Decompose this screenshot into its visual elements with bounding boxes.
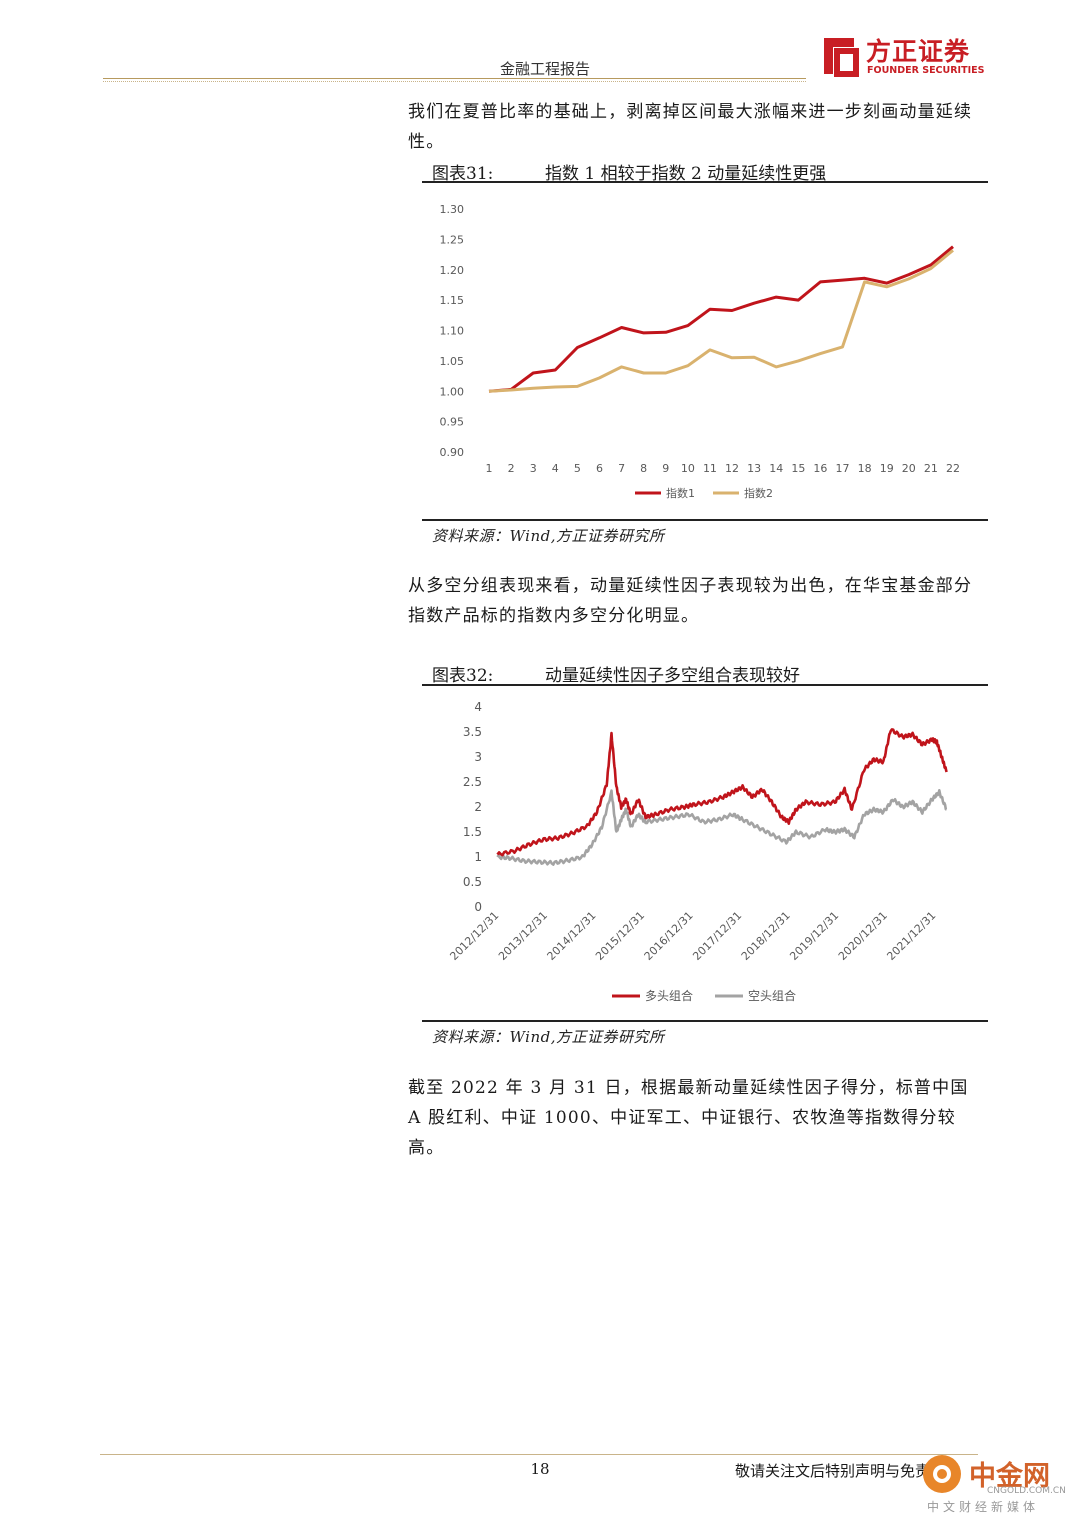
figure32-legend-label-2: 空头组合 [748,988,796,1003]
figure31-x-tick: 22 [946,462,960,475]
figure31-y-tick: 1.05 [440,355,465,368]
figure32-y-tick: 0.5 [463,875,482,889]
paragraph-2: 从多空分组表现来看，动量延续性因子表现较为出色，在华宝基金部分指数产品标的指数内… [408,576,973,626]
header-divider [103,78,806,79]
figure32-legend-label-1: 多头组合 [645,988,693,1003]
figure31-x-tick: 19 [880,462,894,475]
figure32-x-tick: 2019/12/31 [787,909,841,963]
figure32-y-tick: 1 [474,850,482,864]
founder-logo-icon [824,38,859,77]
cngold-watermark: 中金网 CNGOLD.COM.CN 中文财经新媒体 [915,1452,1075,1522]
figure32-y-tick: 2.5 [463,775,482,789]
founder-securities-logo: 方正证券 FOUNDER SECURITIES [820,32,990,80]
figure32-x-tick: 2016/12/31 [642,909,696,963]
figure32-series-line-1 [496,728,948,857]
figure31-x-tick: 4 [552,462,559,475]
figure31-x-tick: 5 [574,462,581,475]
paragraph-3: 截至 2022 年 3 月 31 日，根据最新动量延续性因子得分，标普中国 A … [408,1078,969,1158]
figure31-x-tick: 13 [747,462,761,475]
figure32-y-tick: 3 [474,750,482,764]
figure31-title-row: 图表31: 指数 1 相较于指数 2 动量延续性更强 [432,159,972,184]
figure32-top-rule [422,684,988,686]
figure31-x-tick: 8 [640,462,647,475]
figure32-title-row: 图表32: 动量延续性因子多空组合表现较好 [432,661,972,686]
figure31-x-tick: 16 [813,462,827,475]
figure32-x-tick: 2017/12/31 [690,909,744,963]
figure32-y-tick: 3.5 [463,725,482,739]
figure32-x-tick: 2014/12/31 [545,909,599,963]
figure31-series-line-2 [488,249,954,393]
figure32-x-tick: 2015/12/31 [593,909,647,963]
figure31-label: 图表31: [432,164,494,184]
figure31-y-tick: 1.00 [440,385,465,398]
figure32-x-tick: 2020/12/31 [836,909,890,963]
figure31-x-tick: 9 [662,462,669,475]
figure31-title: 指数 1 相较于指数 2 动量延续性更强 [545,164,827,184]
watermark-url: CNGOLD.COM.CN [987,1486,1066,1496]
figure31-x-tick: 18 [858,462,872,475]
figure31-y-tick: 0.95 [440,416,465,429]
figure31-y-tick: 1.20 [440,264,465,277]
figure31-x-tick: 1 [486,462,493,475]
figure32-title: 动量延续性因子多空组合表现较好 [545,666,800,686]
figure32-bottom-rule [422,1020,988,1022]
logo-en-text: FOUNDER SECURITIES [867,65,985,76]
figure31-x-tick: 2 [508,462,515,475]
figure32-y-tick: 4 [474,700,482,714]
figure31-legend-label-2: 指数2 [744,486,773,500]
header-divider-dotted [103,81,806,82]
figure31-y-tick: 0.90 [440,446,465,459]
figure32-x-tick: 2012/12/31 [447,909,501,963]
figure31-y-tick: 1.10 [440,325,465,338]
watermark-name: 中金网 [969,1461,1050,1492]
figure32-source: 资料来源：Wind,方正证券研究所 [432,1028,665,1046]
figure31-x-tick: 6 [596,462,603,475]
figure32-chart: 43.532.521.510.50 2012/12/312013/12/3120… [447,700,948,1003]
figure31-x-tick: 17 [836,462,850,475]
cngold-logo-icon [923,1455,961,1493]
figure32-y-tick: 1.5 [463,825,482,839]
figure31-y-tick: 1.30 [440,203,465,216]
figure32-x-tick: 2018/12/31 [739,909,793,963]
figure32-y-tick: 0 [474,900,482,914]
figure31-x-tick: 15 [791,462,805,475]
figure32-x-tick: 2013/12/31 [496,909,550,963]
figure31-source: 资料来源：Wind,方正证券研究所 [432,527,665,545]
figure31-x-tick: 7 [618,462,625,475]
page-number: 18 [530,1460,550,1478]
figure32-y-tick: 2 [474,800,482,814]
figure31-x-tick: 10 [681,462,695,475]
figure31-x-tick: 21 [924,462,938,475]
watermark-tagline: 中文财经新媒体 [927,1500,1040,1514]
figure31-bottom-rule [422,519,988,521]
figure31-x-tick: 20 [902,462,916,475]
figure31-y-tick: 1.25 [440,233,465,246]
logo-cn-text: 方正证券 [866,37,971,66]
figure31-x-tick: 11 [703,462,717,475]
figure31-top-rule [422,181,988,183]
footer-divider [100,1454,978,1455]
report-header-title: 金融工程报告 [499,60,590,78]
figure31-y-tick: 1.15 [440,294,465,307]
paragraph-1: 我们在夏普比率的基础上，剥离掉区间最大涨幅来进一步刻画动量延续性。 [408,102,973,152]
figure32-label: 图表32: [432,666,494,686]
figure31-x-tick: 3 [530,462,537,475]
figure31-x-tick: 12 [725,462,739,475]
figure32-x-tick: 2021/12/31 [884,909,938,963]
figure31-series-line-1 [488,245,954,393]
disclaimer-note: 敬请关注文后特别声明与免责条款 [735,1462,961,1480]
figure31-x-tick: 14 [769,462,783,475]
figure31-legend-label-1: 指数1 [666,486,695,500]
figure32-series-line-2 [496,789,948,866]
